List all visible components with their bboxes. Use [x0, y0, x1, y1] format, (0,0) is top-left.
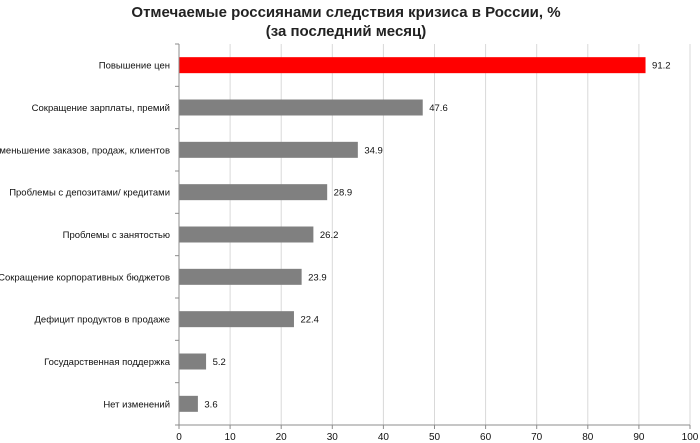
category-label: Проблемы с депозитами/ кредитами	[9, 188, 170, 199]
category-label: Проблемы с занятостью	[63, 230, 170, 241]
x-tick-label: 10	[225, 432, 237, 443]
data-label: 28.9	[334, 188, 353, 199]
bars: Повышение цен 91.2 Сокращение зарплаты, пр…	[0, 57, 671, 412]
data-label: 34.9	[364, 145, 383, 156]
data-label: 22.4	[300, 315, 319, 326]
data-label: 3.6	[204, 399, 217, 410]
category-label: Сокращение зарплаты, премий	[32, 103, 170, 114]
bar	[179, 184, 328, 201]
x-tick-label: 0	[176, 432, 182, 443]
bar	[179, 311, 294, 328]
bar	[179, 141, 358, 158]
x-tick-label: 90	[633, 432, 645, 443]
x-tick-label: 20	[276, 432, 288, 443]
x-tick-label: 50	[429, 432, 441, 443]
data-label: 26.2	[320, 230, 339, 241]
bar	[179, 226, 314, 243]
bar	[179, 268, 302, 285]
x-axis: 0 10 20 30 40 50 60 70 80 90 100	[175, 43, 699, 443]
data-label: 91.2	[652, 61, 671, 72]
x-tick-label: 80	[582, 432, 594, 443]
data-label: 47.6	[429, 103, 448, 114]
category-label: Повышение цен	[99, 61, 170, 72]
category-label: Уменьшение заказов, продаж, клиентов	[0, 145, 170, 156]
bar	[179, 57, 646, 74]
x-tick-label: 60	[480, 432, 492, 443]
data-label: 5.2	[213, 357, 226, 368]
x-tick-label: 30	[327, 432, 339, 443]
chart-title-line2: (за последний месяц)	[266, 23, 427, 40]
category-label: Нет изменений	[103, 399, 170, 410]
category-label: Сокращение корпоративных бюджетов	[0, 272, 170, 283]
data-label: 23.9	[308, 272, 327, 283]
x-tick-label: 70	[531, 432, 543, 443]
chart-title-line1: Отмечаемые россиянами следствия кризиса …	[131, 4, 560, 21]
x-tick-label: 100	[682, 432, 699, 443]
category-label: Дефицит продуктов в продаже	[34, 315, 170, 326]
bar	[179, 353, 207, 370]
bar	[179, 99, 423, 116]
x-tick-label: 40	[378, 432, 390, 443]
category-label: Государственная поддержка	[44, 357, 171, 368]
bar	[179, 395, 198, 412]
